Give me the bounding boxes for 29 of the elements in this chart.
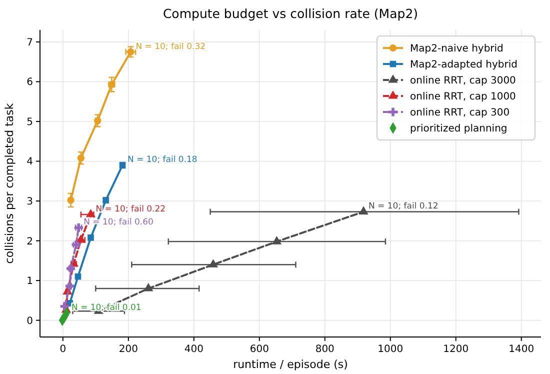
x-tick-label: 1200 [443,344,469,355]
annotation: N = 10; fail 0.12 [368,202,438,212]
annotation: N = 10; fail 0.22 [96,204,166,215]
y-tick-label: 5 [26,116,33,128]
legend-label: online RRT, cap 1000 [410,92,516,102]
legend-label: online RRT, cap 300 [410,108,510,118]
annotation: N = 10; fail 0.18 [128,155,198,166]
legend-label: prioritized planning [410,124,508,134]
legend-label: online RRT, cap 3000 [410,76,516,86]
legend-label: Map2-naive hybrid [410,44,504,54]
y-axis-title: collisions per completed task [3,102,16,264]
x-tick-label: 200 [118,344,138,355]
x-tick-label: 0 [60,344,66,355]
y-tick-label: 1 [26,276,33,288]
x-tick-label: 600 [250,344,269,355]
x-axis-title: runtime / episode (s) [233,358,348,371]
x-tick-label: 1400 [508,344,534,355]
x-tick-label: 1000 [378,344,404,355]
legend-label: Map2-adapted hybrid [410,60,518,70]
x-tick-label: 800 [315,344,334,355]
x-tick-label: 400 [184,344,204,355]
y-tick-label: 2 [26,236,33,248]
y-tick-label: 7 [26,37,33,48]
y-tick-label: 4 [26,156,33,168]
y-tick-label: 6 [26,77,33,88]
chart-title: Compute budget vs collision rate (Map2) [162,6,418,21]
annotation: N = 10; fail 0.32 [136,42,206,52]
y-tick-label: 3 [26,196,33,208]
y-tick-label: 0 [26,316,33,327]
